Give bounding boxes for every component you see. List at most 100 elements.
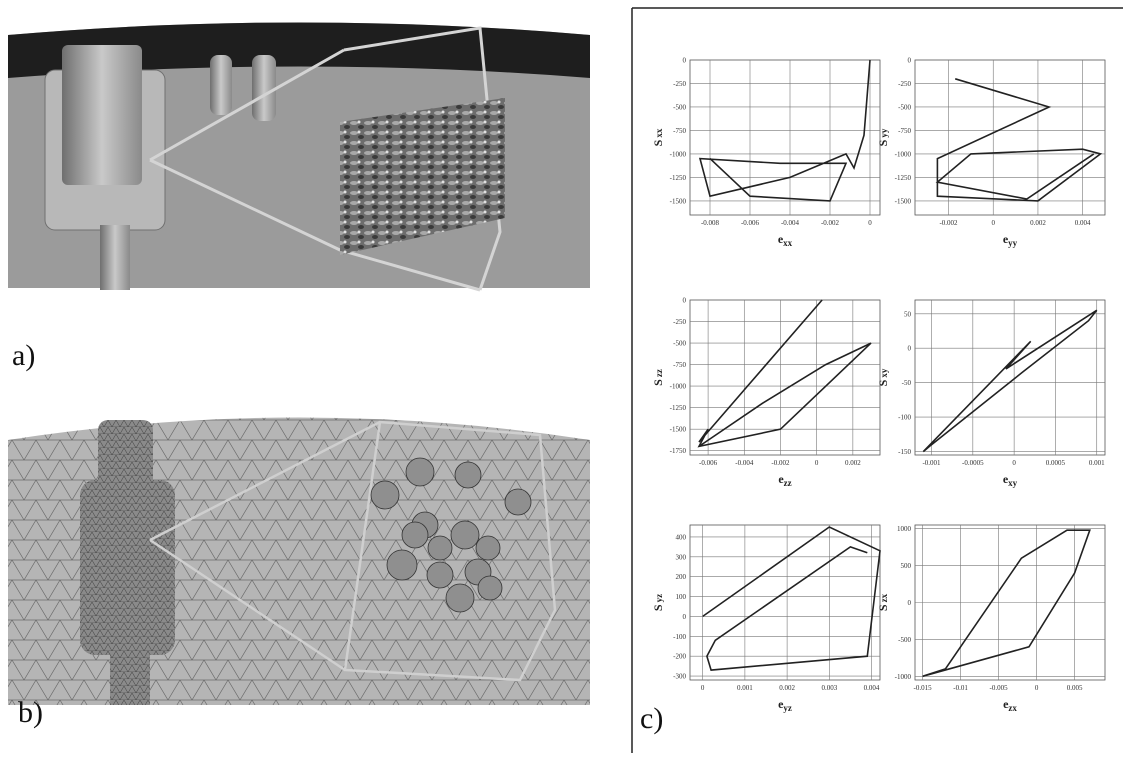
axis-label-main: S bbox=[651, 604, 665, 611]
axis-label-main: S bbox=[876, 604, 890, 611]
y-tick-label: -750 bbox=[673, 361, 686, 369]
y-tick-label: -100 bbox=[673, 633, 686, 641]
axis-label-sub: yy bbox=[1008, 238, 1018, 248]
mesh-b bbox=[8, 418, 590, 706]
plot-frame bbox=[690, 525, 880, 680]
x-tick-label: 0 bbox=[701, 684, 705, 692]
x-tick-label: 0.0005 bbox=[1046, 459, 1066, 467]
axis-label: Syz bbox=[651, 594, 665, 611]
panel-label: c) bbox=[640, 702, 663, 735]
x-tick-label: 0.002 bbox=[779, 684, 795, 692]
y-tick-label: -250 bbox=[673, 318, 686, 326]
axis-label: ezx bbox=[1003, 697, 1017, 713]
axis-label-sub: yy bbox=[879, 128, 889, 138]
y-tick-label: -1500 bbox=[670, 197, 687, 205]
x-tick-label: 0.001 bbox=[737, 684, 753, 692]
axis-label-sub: xx bbox=[783, 238, 793, 248]
axis-label: Syy bbox=[876, 128, 890, 146]
panel-label: a) bbox=[12, 339, 35, 372]
x-tick-label: -0.0005 bbox=[962, 459, 984, 467]
y-tick-label: -100 bbox=[898, 414, 911, 422]
y-tick-label: 0 bbox=[683, 57, 687, 65]
y-tick-label: -1500 bbox=[895, 197, 912, 205]
x-tick-label: 0.004 bbox=[1075, 219, 1091, 227]
plot-frame bbox=[690, 300, 880, 455]
stress-strain-plot: 0 0.001 0.002 0.003 0.004 400 300 200 100 0 -100 -2… bbox=[651, 525, 880, 713]
axis-label-sub: zz bbox=[784, 478, 792, 488]
axis-label-sub: zz bbox=[654, 369, 664, 377]
axis-label-sub: xx bbox=[654, 128, 664, 138]
y-tick-label: 0 bbox=[908, 57, 912, 65]
axis-label: Szz bbox=[651, 369, 665, 386]
axis-label: Szx bbox=[876, 593, 890, 611]
y-tick-label: 100 bbox=[676, 593, 687, 601]
y-tick-label: 0 bbox=[908, 345, 912, 353]
x-tick-label: -0.005 bbox=[990, 684, 1009, 692]
axis-label: Sxx bbox=[651, 128, 665, 146]
axis-label: exy bbox=[1003, 472, 1018, 488]
axis-label: eyy bbox=[1003, 232, 1018, 248]
y-tick-label: 0 bbox=[908, 599, 912, 607]
axis-label-sub: zx bbox=[879, 593, 889, 602]
y-tick-label: -750 bbox=[673, 127, 686, 135]
y-tick-label: 300 bbox=[676, 553, 687, 561]
x-tick-label: -0.015 bbox=[914, 684, 933, 692]
x-tick-label: 0.003 bbox=[821, 684, 837, 692]
y-tick-label: -250 bbox=[673, 80, 686, 88]
axis-label-sub: xy bbox=[1008, 478, 1018, 488]
y-tick-label: 50 bbox=[904, 310, 912, 318]
x-tick-label: 0 bbox=[1035, 684, 1039, 692]
axis-label: ezz bbox=[778, 472, 791, 488]
x-tick-label: 0.001 bbox=[1089, 459, 1105, 467]
axis-label: Sxy bbox=[876, 368, 890, 386]
y-tick-label: 0 bbox=[683, 613, 687, 621]
x-tick-label: 0.002 bbox=[1030, 219, 1046, 227]
y-tick-label: -500 bbox=[673, 103, 686, 111]
axis-label: eyz bbox=[778, 697, 792, 713]
y-tick-label: 0 bbox=[683, 297, 687, 305]
x-tick-label: -0.004 bbox=[735, 459, 754, 467]
y-tick-label: -200 bbox=[673, 653, 686, 661]
x-tick-label: 0 bbox=[991, 219, 995, 227]
y-tick-label: -750 bbox=[898, 127, 911, 135]
axis-label: exx bbox=[778, 232, 793, 248]
y-tick-label: -1500 bbox=[670, 426, 687, 434]
y-tick-label: -500 bbox=[898, 636, 911, 644]
axis-label-main: S bbox=[876, 139, 890, 146]
x-tick-label: 0.002 bbox=[845, 459, 861, 467]
x-tick-label: 0.004 bbox=[864, 684, 880, 692]
axis-label-main: S bbox=[876, 379, 890, 386]
y-tick-label: -500 bbox=[673, 340, 686, 348]
axis-label-sub: zx bbox=[1008, 703, 1017, 713]
y-tick-label: 400 bbox=[676, 533, 687, 541]
x-tick-label: -0.001 bbox=[922, 459, 941, 467]
y-tick-label: -1750 bbox=[670, 447, 687, 455]
axis-label-main: S bbox=[651, 379, 665, 386]
y-tick-label: -1250 bbox=[670, 404, 687, 412]
photo-a bbox=[8, 23, 590, 291]
y-tick-label: -250 bbox=[898, 80, 911, 88]
y-tick-label: -50 bbox=[902, 379, 912, 387]
axis-label-sub: xy bbox=[879, 368, 889, 378]
x-tick-label: -0.002 bbox=[939, 219, 958, 227]
x-tick-label: -0.006 bbox=[699, 459, 718, 467]
x-tick-label: -0.008 bbox=[701, 219, 720, 227]
y-tick-label: 200 bbox=[676, 573, 687, 581]
x-tick-label: 0 bbox=[815, 459, 819, 467]
x-tick-label: 0.005 bbox=[1067, 684, 1083, 692]
axis-label-sub: yz bbox=[783, 703, 792, 713]
x-tick-label: -0.01 bbox=[953, 684, 968, 692]
y-tick-label: -1250 bbox=[670, 174, 687, 182]
figure: a) b) c) -0.008-0.006-0.004-0.00200-250-… bbox=[0, 0, 1123, 753]
y-tick-label: -1000 bbox=[670, 150, 687, 158]
x-tick-label: -0.002 bbox=[821, 219, 840, 227]
x-tick-label: -0.004 bbox=[781, 219, 800, 227]
x-tick-label: -0.002 bbox=[771, 459, 790, 467]
axis-label-main: S bbox=[651, 139, 665, 146]
y-tick-label: -300 bbox=[673, 673, 686, 681]
